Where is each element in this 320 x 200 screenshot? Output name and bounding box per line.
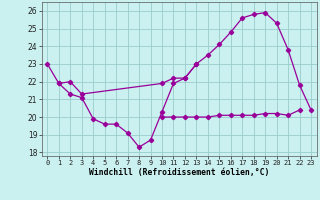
X-axis label: Windchill (Refroidissement éolien,°C): Windchill (Refroidissement éolien,°C) [89, 168, 269, 177]
